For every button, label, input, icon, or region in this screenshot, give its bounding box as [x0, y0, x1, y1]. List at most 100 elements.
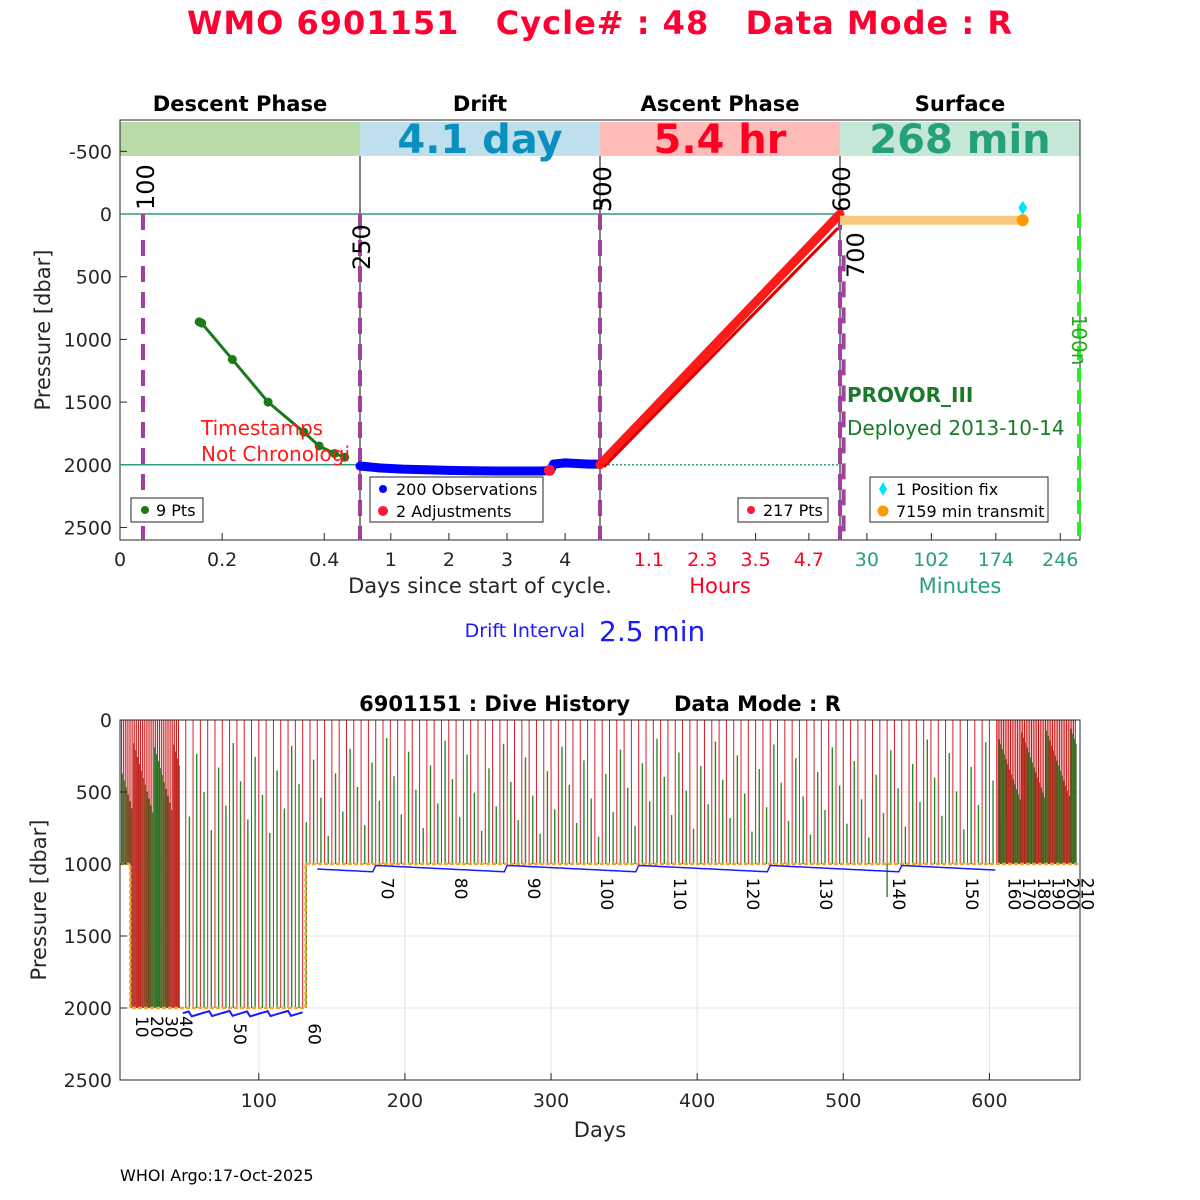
- legend-surface-box: [869, 476, 1049, 523]
- legend-drift-adj-marker: [378, 506, 388, 516]
- y-tick-label: 1500: [64, 926, 112, 948]
- x-tick-label: 300: [533, 1090, 569, 1112]
- y-tick-label: -500: [69, 141, 112, 163]
- y-tick-label: 1000: [64, 329, 112, 351]
- x-tick-label: 500: [825, 1090, 861, 1112]
- y-tick-label: 500: [76, 782, 112, 804]
- cycle-label: 90: [523, 878, 543, 900]
- x-tick-label-drift: 4: [559, 549, 571, 571]
- main-title: WMO 6901151 Cycle# : 48 Data Mode : R: [187, 4, 1013, 42]
- x-tick-label-ascent: 3.5: [740, 549, 770, 571]
- y-axis-label: Pressure [dbar]: [31, 250, 55, 411]
- profile-spikes: [120, 720, 1077, 1008]
- y-tick-label: 2500: [64, 1070, 112, 1092]
- ascent-point: [634, 420, 643, 429]
- legend-transmit-label: 7159 min transmit: [896, 502, 1045, 521]
- marker-label: 500: [589, 166, 617, 212]
- drift-point: [444, 465, 454, 475]
- phase-banner-text-2: 5.4 hr: [654, 117, 787, 163]
- drift-trace-park: [317, 864, 996, 873]
- descent-point: [227, 354, 237, 364]
- cycle-label: 110: [669, 878, 689, 910]
- x-tick-label: 200: [387, 1090, 423, 1112]
- descent-point: [194, 317, 204, 327]
- deployed-date: Deployed 2013-10-14: [847, 416, 1065, 440]
- ascent-line-shadow: [602, 226, 840, 468]
- x-tick-label-descent: 0.4: [309, 549, 339, 571]
- cycle-label: 40: [175, 1016, 195, 1038]
- legend-fix-marker: [879, 482, 887, 496]
- legend-ascent-label: 217 Pts: [763, 501, 823, 520]
- legend-drift-obs-marker: [379, 485, 387, 493]
- legend-descent-marker: [141, 506, 149, 514]
- phase-banner-0: [120, 122, 360, 156]
- x-tick-label-surface: 174: [978, 549, 1014, 571]
- drift-trace-deep: [182, 1009, 303, 1018]
- x-tick-label-surface: 30: [855, 549, 879, 571]
- legend-transmit-marker: [877, 505, 889, 517]
- cycle-label: 80: [450, 878, 470, 900]
- ascent-point: [831, 215, 840, 224]
- drift-point: [572, 459, 582, 469]
- drift-point: [583, 459, 593, 469]
- phase-header-2: Ascent Phase: [641, 92, 800, 116]
- x-tick-label-surface: 102: [913, 549, 949, 571]
- legend-drift-adj-label: 2 Adjustments: [396, 502, 511, 521]
- drift-point: [467, 466, 477, 476]
- x-tick-label-descent: 0: [114, 549, 126, 571]
- cycle-label: 50: [229, 1023, 249, 1045]
- legend-ascent-marker: [747, 506, 755, 514]
- x-axis-label-minutes: Minutes: [919, 574, 1002, 598]
- legend-descent-label: 9 Pts: [156, 501, 196, 520]
- drift-point: [421, 465, 431, 475]
- phase-banner-text-1: 4.1 day: [397, 117, 562, 163]
- descent-note-line-2: Not Chronologi: [201, 442, 350, 466]
- x-tick-label: 400: [679, 1090, 715, 1112]
- y-tick-label: 500: [76, 267, 112, 289]
- drift-point: [537, 466, 547, 476]
- y-tick-label: 1000: [64, 854, 112, 876]
- float-model: PROVOR_III: [847, 383, 973, 407]
- footer-stamp: WHOI Argo:17-Oct-2025: [120, 1166, 314, 1185]
- marker-label: 300: [589, 166, 617, 212]
- cycle-label: 20: [146, 1016, 166, 1038]
- ascent-point: [699, 352, 708, 361]
- drift-point: [397, 464, 407, 474]
- cycle-label: 140: [888, 878, 908, 910]
- y-tick-label: 2000: [64, 455, 112, 477]
- cycle-label: 100: [596, 878, 616, 910]
- y-tick-label: 2000: [64, 998, 112, 1020]
- drift-point: [374, 463, 384, 473]
- drift-interval-label: Drift Interval: [465, 620, 585, 642]
- cycle-label: 60: [304, 1023, 324, 1045]
- cycle-label: 30: [160, 1016, 180, 1038]
- dive-history-title: 6901151 : Dive History Data Mode : R: [359, 692, 841, 716]
- drift-point: [490, 466, 500, 476]
- cycle-label: 160: [1004, 878, 1024, 910]
- phase-header-0: Descent Phase: [153, 92, 327, 116]
- x-tick-label-descent: 0.2: [207, 549, 237, 571]
- drift-adjustment-point: [543, 464, 555, 476]
- x-tick-label-ascent: 2.3: [687, 549, 717, 571]
- ascent-point: [600, 455, 609, 464]
- y-axis-label: Pressure [dbar]: [27, 820, 51, 981]
- position-fix-point: [1018, 200, 1028, 215]
- descent-point: [340, 452, 350, 462]
- phase-header-3: Surface: [915, 92, 1005, 116]
- marker-label: 700: [842, 232, 870, 278]
- cycle-label: 210: [1077, 878, 1097, 910]
- ascent-point: [740, 310, 748, 319]
- legend-fix-label: 1 Position fix: [896, 480, 998, 499]
- descent-point: [329, 448, 339, 458]
- cycle-label: 70: [377, 878, 397, 900]
- x-tick-label-ascent: 1.1: [634, 549, 664, 571]
- y-tick-label: 0: [100, 204, 112, 226]
- y-tick-label: 2500: [64, 517, 112, 539]
- marker-label: 250: [348, 224, 376, 270]
- marker-label: 100: [132, 164, 160, 210]
- descent-point: [314, 441, 324, 451]
- cycle-label: 150: [961, 878, 981, 910]
- x-tick-label: 600: [971, 1090, 1007, 1112]
